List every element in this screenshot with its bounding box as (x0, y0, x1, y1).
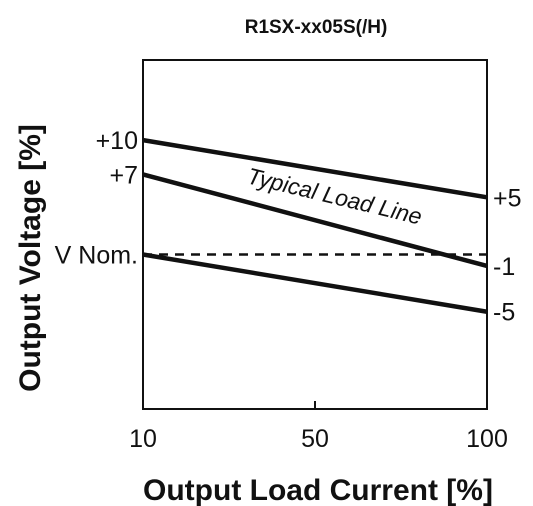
left-value-label: +7 (109, 161, 138, 189)
right-value-label: +5 (493, 184, 522, 212)
series-line-typical (142, 172, 488, 269)
left-value-label: V Nom. (55, 242, 138, 270)
series-layer (142, 137, 488, 314)
x-tick-label: 100 (466, 425, 508, 453)
series-line-upper (142, 137, 488, 200)
right-value-label: -1 (493, 253, 515, 281)
left-value-label: +10 (96, 127, 138, 155)
x-axis-title: Output Load Current [%] (143, 474, 493, 506)
chart-title: R1SX-xx05S(/H) (245, 17, 388, 38)
plot-frame (142, 59, 488, 410)
y-axis-title: Output Voltage [%] (14, 124, 47, 392)
x-tick-label: 50 (301, 425, 329, 453)
tick-layer: 10 50 100 +10 +7 V Nom. +5 -1 -5 (55, 127, 522, 453)
x-tick-label: 10 (129, 425, 157, 453)
series-line-lower (142, 252, 488, 314)
right-value-label: -5 (493, 299, 515, 327)
